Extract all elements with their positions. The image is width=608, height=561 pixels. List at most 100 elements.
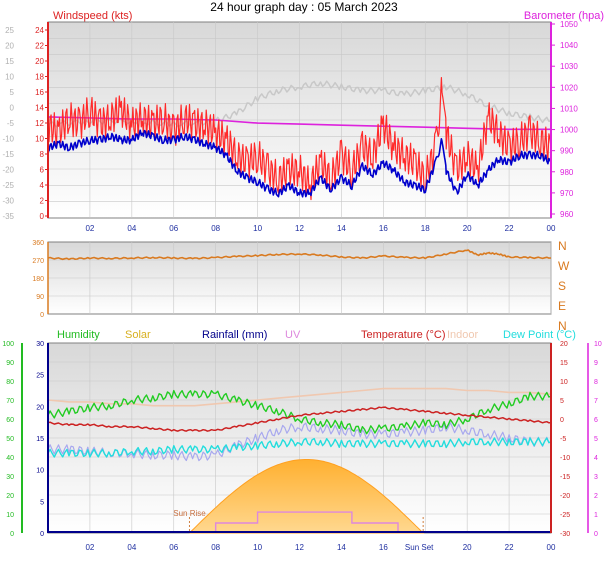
uv-axis-tick: 1 [594,512,598,519]
temp-axis-tick: -30 [560,531,570,538]
temp-axis-tick: 5 [560,398,564,405]
wind-axis-tick: 2 [40,197,45,206]
baro-axis-tick: 1020 [560,83,578,92]
x-tick-label: 10 [253,543,262,552]
direction-axis-tick: 0 [40,312,44,319]
temp-axis-tick: -20 [560,493,570,500]
indoor-humidity-line [47,422,552,462]
wind-gust-line [47,76,552,201]
x-tick-label: 06 [169,543,178,552]
x-tick-label: 20 [463,543,472,552]
x-tick-label: 08 [211,224,220,233]
indoor-ghost-tick: -5 [7,119,15,128]
uv-axis-tick: 10 [594,341,602,348]
x-tick-label: 16 [379,224,388,233]
temp-axis-tick: -10 [560,455,570,462]
baro-axis-tick: 1040 [560,41,578,50]
x-tick-label: 14 [337,224,346,233]
humidity-axis-tick: 10 [6,512,14,519]
humidity-line [47,389,552,435]
x-tick-label: 02 [85,543,94,552]
dewpoint-line [47,437,552,458]
temp-axis-tick: 20 [560,341,568,348]
uv-axis-tick: 2 [594,493,598,500]
indoor-ghost-tick: -15 [2,150,14,159]
indoor-ghost-tick: -30 [2,197,14,206]
uv-axis-tick: 5 [594,436,598,443]
wind-axis-tick: 14 [35,104,44,113]
x-tick-label: 20 [463,224,472,233]
indoor-ghost-tick: 10 [5,73,14,82]
legend-humidity: Humidity [57,329,100,341]
sunset-label: Sun Set [405,543,434,552]
indoor-ghost-tick: 25 [5,26,14,35]
x-tick-label: 12 [295,543,304,552]
x-tick-label: 10 [253,224,262,233]
x-tick-label: 08 [211,543,220,552]
uv-axis-tick: 0 [594,531,598,538]
temp-axis-tick: 15 [560,360,568,367]
x-tick-label: 22 [505,224,514,233]
temp-axis-tick: -5 [560,436,566,443]
wind-axis-tick: 8 [40,150,45,159]
graph-title: 24 hour graph day : 05 March 2023 [210,0,398,14]
humidity-axis-tick: 50 [6,436,14,443]
wind-axis-tick: 12 [35,119,44,128]
humidity-axis-tick: 70 [6,398,14,405]
legend-dew: Dew Point (°C) [503,329,576,341]
x-tick-label: 16 [379,543,388,552]
temp-axis-tick: -25 [560,512,570,519]
solar-area [189,459,425,534]
temp-axis-tick: -15 [560,474,570,481]
rain-axis-tick: 0 [40,531,44,538]
wind-axis-tick: 16 [35,88,44,97]
indoor-ghost-tick: -25 [2,181,14,190]
humidity-axis-tick: 60 [6,417,14,424]
uv-line [214,511,399,533]
rain-axis-tick: 30 [36,341,44,348]
x-tick-label: 12 [295,224,304,233]
legend-rainfall: Rainfall (mm) [202,329,267,341]
baro-axis-tick: 1050 [560,20,578,29]
x-tick-label: 06 [169,224,178,233]
x-tick-label: 00 [547,543,556,552]
uv-axis-tick: 6 [594,417,598,424]
humidity-axis-tick: 40 [6,455,14,462]
wind-average-line [47,129,552,198]
uv-axis-tick: 3 [594,474,598,481]
wind-axis-tick: 6 [40,166,45,175]
indoor-ghost-tick: 15 [5,57,14,66]
humidity-axis-tick: 0 [10,531,14,538]
uv-axis-tick: 4 [594,455,598,462]
direction-axis-tick: 360 [32,240,44,247]
compass-tick: S [558,279,566,293]
indoor-temp-line [47,387,552,407]
legend-uv: UV [285,329,301,341]
rain-axis-tick: 20 [36,404,44,411]
rain-axis-tick: 5 [40,499,44,506]
baro-axis-tick: 1000 [560,126,578,135]
x-tick-label: 02 [85,224,94,233]
legend-solar: Solar [125,329,151,341]
wind-axis-tick: 18 [35,73,44,82]
indoor-temp-background-line [47,80,552,128]
indoor-ghost-tick: -35 [2,212,14,221]
sunrise-label: Sun Rise [173,509,206,518]
x-tick-label: 00 [547,224,556,233]
temp-axis-tick: 0 [560,417,564,424]
compass-tick: N [558,239,567,253]
wind-axis-tick: 10 [35,135,44,144]
wind-axis-tick: 4 [40,181,45,190]
humidity-axis-tick: 100 [2,341,14,348]
rain-axis-tick: 15 [36,436,44,443]
baro-axis-tick: 1030 [560,62,578,71]
compass-tick: E [558,299,566,313]
wind-axis-label: Windspeed (kts) [53,10,132,22]
legend-temperature: Temperature (°C) [361,329,445,341]
indoor-ghost-tick: -10 [2,135,14,144]
wind-axis-tick: 22 [35,42,44,51]
direction-axis-tick: 180 [32,276,44,283]
uv-axis-tick: 9 [594,360,598,367]
wind-axis-tick: 24 [35,26,44,35]
baro-axis-tick: 970 [560,189,574,198]
